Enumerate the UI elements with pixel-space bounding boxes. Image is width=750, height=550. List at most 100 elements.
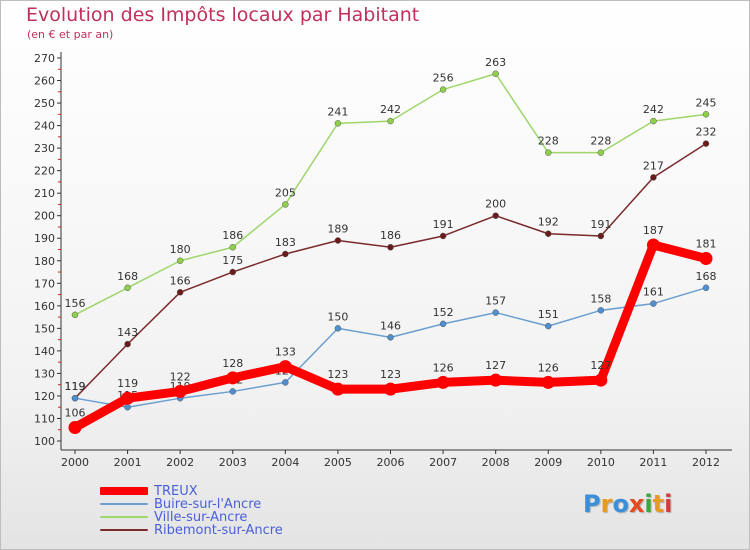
data-label: 146 bbox=[380, 319, 401, 332]
data-point bbox=[597, 307, 605, 314]
y-tick-label: 260 bbox=[34, 75, 55, 88]
y-tick-label: 200 bbox=[34, 210, 55, 223]
data-point bbox=[278, 360, 292, 374]
data-label: 186 bbox=[222, 229, 243, 242]
data-label: 151 bbox=[538, 308, 559, 321]
data-point bbox=[384, 382, 397, 396]
data-label: 119 bbox=[117, 377, 138, 390]
data-label: 126 bbox=[538, 361, 559, 374]
x-tick-label: 2011 bbox=[639, 456, 667, 469]
data-point bbox=[545, 149, 552, 156]
data-label: 175 bbox=[222, 254, 243, 267]
x-tick-label: 2005 bbox=[324, 456, 352, 469]
data-label: 152 bbox=[433, 306, 454, 319]
data-point bbox=[282, 250, 289, 258]
data-point bbox=[650, 174, 657, 181]
legend-swatch bbox=[100, 503, 148, 505]
data-point bbox=[545, 230, 552, 237]
y-tick-label: 180 bbox=[34, 255, 55, 268]
data-point bbox=[439, 86, 447, 93]
data-label: 157 bbox=[485, 295, 506, 308]
data-label: 119 bbox=[65, 380, 86, 393]
legend-label: TREUX bbox=[154, 484, 198, 499]
data-point bbox=[650, 117, 657, 125]
y-tick-label: 190 bbox=[34, 232, 55, 245]
legend-swatch bbox=[100, 487, 148, 495]
data-label: 189 bbox=[327, 222, 348, 235]
data-point bbox=[176, 289, 184, 296]
data-point bbox=[229, 243, 236, 251]
data-point bbox=[124, 403, 131, 411]
data-point bbox=[176, 257, 184, 265]
data-label: 187 bbox=[643, 224, 664, 237]
data-point bbox=[699, 252, 713, 266]
data-label: 232 bbox=[696, 126, 717, 139]
data-point bbox=[334, 237, 342, 244]
x-tick-label: 2001 bbox=[114, 456, 142, 469]
data-point bbox=[124, 284, 131, 292]
data-label: 241 bbox=[327, 105, 348, 118]
data-label: 127 bbox=[485, 359, 506, 372]
data-label: 183 bbox=[275, 236, 296, 249]
chart-subtitle: (en € et par an) bbox=[27, 28, 114, 41]
proxiti-logo: Proxiti bbox=[583, 490, 673, 518]
data-point bbox=[71, 394, 79, 402]
data-point bbox=[334, 120, 342, 127]
data-label: 161 bbox=[643, 286, 664, 299]
data-label: 143 bbox=[117, 326, 138, 339]
x-tick-label: 2002 bbox=[166, 456, 194, 469]
x-tick-label: 2003 bbox=[219, 456, 247, 469]
data-point bbox=[334, 325, 342, 332]
data-point bbox=[702, 111, 710, 118]
data-point bbox=[229, 388, 236, 395]
data-point bbox=[173, 384, 187, 398]
data-label: 128 bbox=[222, 357, 243, 370]
data-label: 106 bbox=[65, 406, 86, 419]
y-tick-label: 250 bbox=[34, 97, 55, 110]
data-label: 242 bbox=[380, 103, 401, 116]
y-tick-label: 210 bbox=[34, 187, 55, 200]
data-label: 119 bbox=[65, 380, 86, 393]
y-tick-label: 100 bbox=[34, 435, 55, 448]
data-label: 256 bbox=[433, 72, 454, 85]
data-label: 168 bbox=[117, 270, 138, 283]
x-tick-label: 2000 bbox=[61, 456, 89, 469]
data-label: 150 bbox=[327, 310, 348, 323]
data-point bbox=[436, 375, 450, 389]
data-point bbox=[492, 70, 499, 78]
data-label: 200 bbox=[485, 198, 506, 211]
data-label: 191 bbox=[590, 218, 611, 231]
data-label: 181 bbox=[696, 238, 717, 251]
data-point bbox=[702, 140, 710, 147]
data-label: 245 bbox=[696, 96, 717, 109]
chart-title: Evolution des Impôts locaux par Habitant bbox=[26, 4, 420, 26]
data-label: 133 bbox=[275, 346, 296, 359]
data-point bbox=[597, 232, 605, 240]
data-label: 217 bbox=[643, 159, 664, 172]
y-tick-label: 170 bbox=[34, 277, 55, 290]
y-tick-label: 160 bbox=[34, 300, 55, 313]
data-label: 166 bbox=[170, 274, 191, 287]
data-label: 123 bbox=[327, 368, 348, 381]
data-label: 123 bbox=[380, 368, 401, 381]
data-point bbox=[71, 311, 79, 319]
data-label: 242 bbox=[643, 103, 664, 116]
data-point bbox=[597, 149, 605, 156]
y-tick-label: 110 bbox=[34, 412, 55, 425]
x-tick-label: 2007 bbox=[429, 456, 457, 469]
data-point bbox=[121, 391, 135, 405]
data-point bbox=[492, 309, 499, 316]
data-label: 228 bbox=[538, 135, 559, 148]
x-tick-label: 2009 bbox=[534, 456, 562, 469]
data-point bbox=[650, 300, 657, 307]
data-label: 122 bbox=[170, 370, 191, 383]
data-label: 158 bbox=[590, 292, 611, 305]
data-point bbox=[226, 371, 240, 385]
data-point bbox=[489, 373, 503, 387]
data-point bbox=[387, 243, 394, 251]
data-point bbox=[541, 375, 555, 389]
data-point bbox=[492, 212, 499, 219]
y-tick-label: 270 bbox=[34, 52, 55, 65]
data-label: 263 bbox=[485, 56, 506, 69]
